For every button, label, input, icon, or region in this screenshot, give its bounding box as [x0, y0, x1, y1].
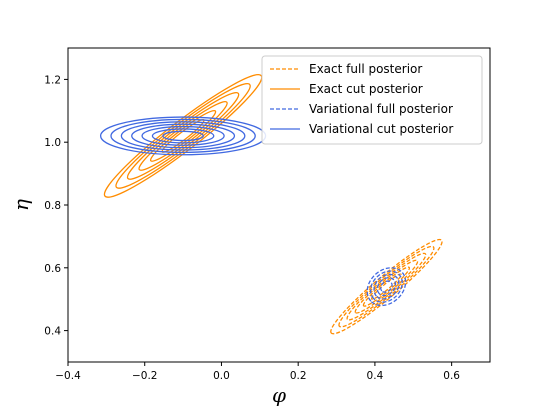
contour-level: [131, 123, 236, 149]
contour-level: [354, 259, 419, 314]
contour-level: [366, 267, 407, 307]
contour-level: [380, 280, 393, 293]
x-axis-label: φ: [272, 383, 286, 407]
contour-series-2: [366, 267, 407, 307]
x-tick-label: 0.0: [213, 370, 230, 382]
contour-series-0: [330, 238, 443, 335]
contour-level: [162, 130, 205, 142]
contour-series-1: [103, 74, 263, 198]
x-tick-label: 0.4: [367, 370, 384, 382]
contour-level: [141, 125, 225, 146]
contour-level: [330, 238, 443, 335]
contour-level: [151, 128, 215, 144]
x-tick-label: −0.4: [55, 370, 81, 382]
legend-label: Exact full posterior: [309, 62, 422, 76]
y-tick-label: 1.0: [44, 137, 61, 149]
y-tick-label: 0.8: [44, 200, 61, 212]
contour-level: [120, 121, 246, 151]
x-axis-ticks: −0.4 −0.2 0.0 0.2 0.4 0.6: [55, 362, 460, 382]
contour-level: [370, 273, 402, 300]
y-axis-label: η: [9, 199, 33, 211]
x-tick-label: 0.6: [443, 370, 460, 382]
y-tick-label: 1.2: [44, 74, 61, 86]
contour-level: [138, 100, 228, 171]
legend-box: [261, 55, 483, 145]
contour-level: [369, 270, 403, 303]
contour-level: [126, 92, 240, 180]
contour-series-3: [99, 116, 267, 156]
x-tick-label: −0.2: [132, 370, 158, 382]
y-tick-label: 0.4: [44, 326, 61, 338]
contour-level: [376, 277, 397, 297]
contour-level: [110, 118, 256, 154]
y-axis-ticks: 0.4 0.6 0.8 1.0 1.2: [44, 74, 68, 338]
legend-label: Exact cut posterior: [309, 82, 423, 96]
contour-level: [338, 245, 435, 328]
contour-layer: [99, 74, 443, 335]
legend-label: Variational cut posterior: [309, 122, 453, 136]
contour-level: [103, 74, 263, 198]
contour-level: [346, 252, 427, 321]
legend: Exact full posterior Exact cut posterior V…: [261, 55, 483, 145]
x-tick-label: 0.2: [290, 370, 307, 382]
y-tick-label: 0.6: [44, 263, 61, 275]
contour-level: [149, 109, 217, 162]
legend-label: Variational full posterior: [309, 102, 453, 116]
